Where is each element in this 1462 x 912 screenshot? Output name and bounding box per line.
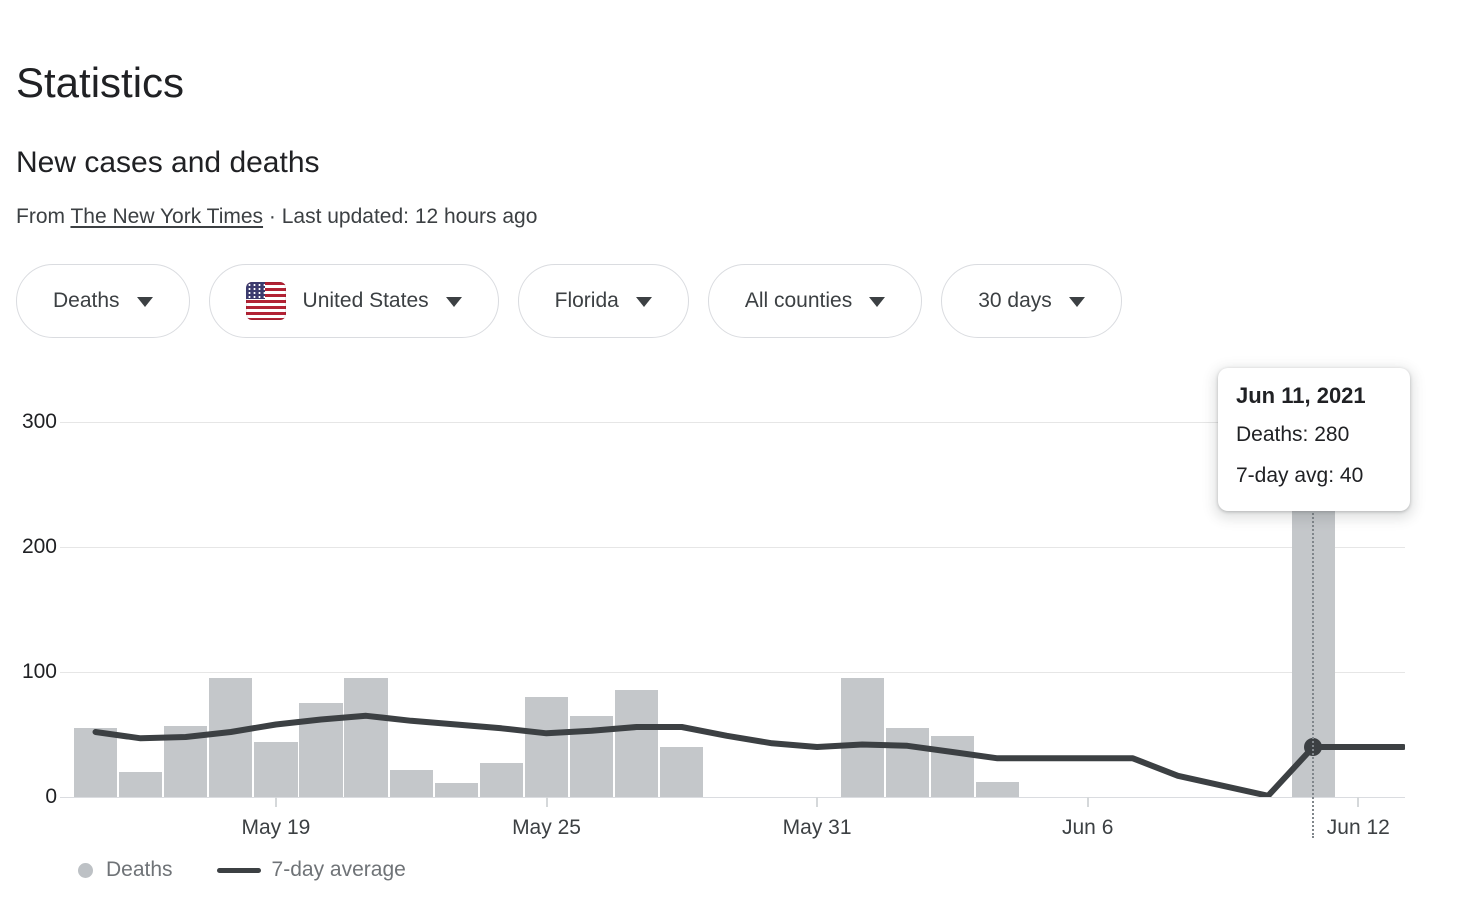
legend-avg-label: 7-day average bbox=[271, 858, 406, 881]
x-axis-tick bbox=[816, 797, 819, 807]
page-title: Statistics bbox=[16, 59, 185, 106]
filter-chip-region-label: Florida bbox=[554, 289, 619, 312]
x-axis-tick bbox=[545, 797, 548, 807]
bar-may-22[interactable] bbox=[389, 769, 433, 797]
tooltip-deaths-value: Deaths: 280 bbox=[1236, 423, 1350, 446]
bar-may-21[interactable] bbox=[344, 678, 388, 797]
x-axis-tick bbox=[274, 797, 277, 807]
chevron-down-icon bbox=[1068, 297, 1085, 307]
bar-may-15[interactable] bbox=[73, 728, 118, 797]
x-axis-label: Jun 6 bbox=[1062, 816, 1114, 839]
tooltip-avg-value: 7-day avg: 40 bbox=[1236, 464, 1364, 487]
bar-may-19[interactable] bbox=[254, 742, 298, 797]
legend-deaths-label: Deaths bbox=[106, 858, 173, 881]
us-flag-icon bbox=[245, 282, 286, 320]
x-axis-label: May 25 bbox=[512, 816, 581, 839]
deaths-legend-dot-icon bbox=[78, 862, 93, 878]
avg-legend-line-icon bbox=[216, 867, 261, 873]
source-prefix: From bbox=[16, 205, 71, 228]
chevron-down-icon bbox=[136, 297, 153, 307]
chevron-down-icon bbox=[869, 297, 886, 307]
chevron-down-icon bbox=[445, 297, 462, 307]
hover-guide-dotted-line bbox=[1312, 506, 1315, 838]
filter-chip-range-label: 30 days bbox=[978, 289, 1052, 312]
filter-chip-row: Deaths United States Florida All countie… bbox=[16, 264, 1122, 338]
filter-chip-subregion-label: All counties bbox=[744, 289, 853, 312]
bar-may-23[interactable] bbox=[434, 783, 478, 797]
y-axis-label: 100 bbox=[21, 660, 57, 683]
x-axis-label: May 31 bbox=[782, 816, 852, 839]
chart-tooltip: Jun 11, 2021 Deaths: 280 7-day avg: 40 bbox=[1218, 368, 1410, 511]
bar-may-28[interactable] bbox=[660, 747, 704, 797]
bar-may-27[interactable] bbox=[615, 689, 659, 797]
bar-may-16[interactable] bbox=[118, 772, 163, 797]
y-axis-label: 300 bbox=[21, 410, 57, 433]
x-axis-tick bbox=[1086, 797, 1089, 807]
bar-jun-4[interactable] bbox=[975, 782, 1020, 797]
x-axis-label: May 19 bbox=[241, 816, 311, 839]
gridline-100 bbox=[60, 672, 1405, 673]
x-axis-label: Jun 12 bbox=[1326, 816, 1390, 839]
source-link[interactable]: The New York Times bbox=[70, 205, 264, 228]
chevron-down-icon bbox=[635, 297, 652, 307]
section-title: New cases and deaths bbox=[16, 146, 320, 179]
filter-chip-metric[interactable]: Deaths bbox=[16, 264, 190, 338]
tooltip-date: Jun 11, 2021 bbox=[1236, 383, 1366, 408]
chart-legend: Deaths 7-day average bbox=[78, 855, 406, 885]
x-axis-line bbox=[60, 797, 1405, 798]
filter-chip-range[interactable]: 30 days bbox=[941, 264, 1122, 338]
gridline-200 bbox=[60, 547, 1405, 548]
bar-may-25[interactable] bbox=[524, 697, 569, 797]
plot-area[interactable] bbox=[60, 422, 1405, 797]
source-updated: · Last updated: 12 hours ago bbox=[263, 205, 538, 228]
x-axis-tick bbox=[1357, 797, 1360, 807]
bar-may-24[interactable] bbox=[479, 763, 524, 797]
filter-chip-metric-label: Deaths bbox=[53, 289, 120, 312]
filter-chip-country[interactable]: United States bbox=[208, 264, 499, 338]
source-attribution: From The New York Times · Last updated: … bbox=[16, 203, 537, 231]
bar-jun-1[interactable] bbox=[840, 678, 884, 797]
filter-chip-region[interactable]: Florida bbox=[517, 264, 689, 338]
avg-line bbox=[92, 712, 1405, 797]
avg-line-svg bbox=[92, 712, 1405, 797]
filter-chip-country-label: United States bbox=[302, 289, 429, 312]
bar-jun-3[interactable] bbox=[930, 735, 975, 797]
y-axis-label: 200 bbox=[21, 535, 57, 558]
filter-chip-subregion[interactable]: All counties bbox=[707, 264, 923, 338]
y-axis-label: 0 bbox=[45, 785, 57, 808]
bar-may-18[interactable] bbox=[209, 678, 253, 797]
gridline-300 bbox=[60, 422, 1405, 423]
bar-jun-2[interactable] bbox=[885, 728, 929, 797]
